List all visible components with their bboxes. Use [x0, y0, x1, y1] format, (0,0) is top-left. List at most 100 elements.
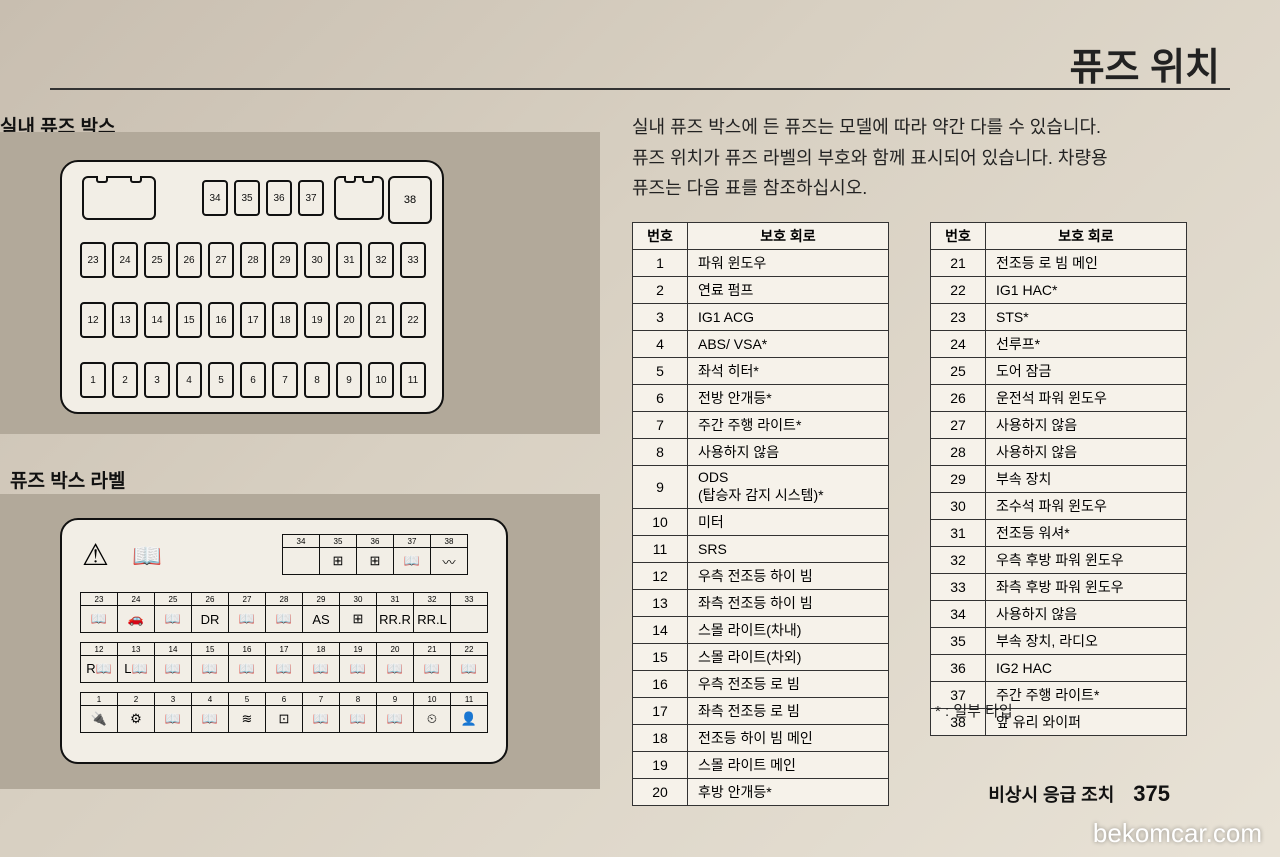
big-slot-left: [82, 176, 156, 220]
fuse-number: 7: [633, 412, 688, 439]
fuse-slot-19: 19: [304, 302, 330, 338]
table-row: 31전조등 워셔*: [931, 520, 1187, 547]
fusebox-diagram: 38 3435363723242526272829303132331213141…: [60, 160, 444, 414]
label-icon: R📖: [81, 656, 118, 683]
warning-icon: ⚠: [82, 538, 109, 573]
label-num: 34: [283, 535, 320, 548]
fuse-number: 15: [633, 644, 688, 671]
fuse-slot-28: 28: [240, 242, 266, 278]
label-grid-top: 3435363738⊞⊞📖〰: [282, 534, 468, 575]
table-row: 33좌측 후방 파워 윈도우: [931, 574, 1187, 601]
fuse-slot-27: 27: [208, 242, 234, 278]
label-num: 9: [377, 693, 414, 706]
table-row: 24선루프*: [931, 331, 1187, 358]
fuse-slot-25: 25: [144, 242, 170, 278]
table-row: 8사용하지 않음: [633, 439, 889, 466]
table-row: 1파워 윈도우: [633, 250, 889, 277]
fuse-circuit: 도어 잠금: [986, 358, 1187, 385]
fuse-circuit: 좌측 전조등 하이 빔: [688, 590, 889, 617]
fuse-slot-10: 10: [368, 362, 394, 398]
fuse-circuit: 우측 후방 파워 윈도우: [986, 547, 1187, 574]
label-num: 8: [340, 693, 377, 706]
watermark: bekomcar.com: [1093, 818, 1262, 849]
fuse-slot-11: 11: [400, 362, 426, 398]
fuse-slot-6: 6: [240, 362, 266, 398]
fuse-slot-13: 13: [112, 302, 138, 338]
label-icon: 🚗: [118, 606, 155, 633]
fuse-circuit: IG1 HAC*: [986, 277, 1187, 304]
table-row: 26운전석 파워 윈도우: [931, 385, 1187, 412]
fuse-number: 10: [633, 509, 688, 536]
table-row: 4ABS/ VSA*: [633, 331, 889, 358]
fuse-circuit: 사용하지 않음: [986, 412, 1187, 439]
label-grid-3: 1213141516171819202122R📖L📖📖📖📖📖📖📖📖📖📖: [80, 642, 488, 683]
fuse-slot-31: 31: [336, 242, 362, 278]
label-num: 7: [303, 693, 340, 706]
page-title: 퓨즈 위치: [1070, 36, 1220, 91]
label-num: 29: [303, 593, 340, 606]
label-num: 35: [320, 535, 357, 548]
fuse-number: 8: [633, 439, 688, 466]
fuse-slot-17: 17: [240, 302, 266, 338]
fuse-slot-3: 3: [144, 362, 170, 398]
section-fusebox-label: 퓨즈 박스 라벨: [10, 466, 125, 493]
fuse-slot-26: 26: [176, 242, 202, 278]
label-num: 28: [266, 593, 303, 606]
fuse-number: 3: [633, 304, 688, 331]
table-row: 29부속 장치: [931, 466, 1187, 493]
table-row: 6전방 안개등*: [633, 385, 889, 412]
label-num: 18: [303, 643, 340, 656]
table-row: 9ODS (탑승자 감지 시스템)*: [633, 466, 889, 509]
label-num: 3: [155, 693, 192, 706]
label-num: 27: [229, 593, 266, 606]
table-row: 32우측 후방 파워 윈도우: [931, 547, 1187, 574]
table-row: 23STS*: [931, 304, 1187, 331]
fuse-number: 21: [931, 250, 986, 277]
fuse-slot-14: 14: [144, 302, 170, 338]
fuse-slot-23: 23: [80, 242, 106, 278]
table-row: 20후방 안개등*: [633, 779, 889, 806]
big-slot-38: 38: [388, 176, 432, 224]
table-row: 15스몰 라이트(차외): [633, 644, 889, 671]
fuse-number: 27: [931, 412, 986, 439]
fuse-circuit: 좌석 히터*: [688, 358, 889, 385]
fuse-circuit: 사용하지 않음: [688, 439, 889, 466]
fuse-circuit: 전조등 워셔*: [986, 520, 1187, 547]
table-row: 28사용하지 않음: [931, 439, 1187, 466]
th-num: 번호: [633, 223, 688, 250]
table-row: 36IG2 HAC: [931, 655, 1187, 682]
fuse-number: 1: [633, 250, 688, 277]
label-icon: 📖: [192, 656, 229, 683]
label-num: 36: [357, 535, 394, 548]
table-row: 10미터: [633, 509, 889, 536]
fuse-circuit: 선루프*: [986, 331, 1187, 358]
label-icon: 📖: [229, 606, 266, 633]
label-icon: RR.R: [377, 606, 414, 633]
label-num: 32: [414, 593, 451, 606]
label-num: 14: [155, 643, 192, 656]
fuse-circuit: 후방 안개등*: [688, 779, 889, 806]
label-icon: 📖: [229, 656, 266, 683]
fuse-number: 22: [931, 277, 986, 304]
table-row: 35부속 장치, 라디오: [931, 628, 1187, 655]
fuse-circuit: 좌측 전조등 로 빔: [688, 698, 889, 725]
fuse-number: 34: [931, 601, 986, 628]
table-row: 27사용하지 않음: [931, 412, 1187, 439]
label-icon: L📖: [118, 656, 155, 683]
fuse-number: 16: [633, 671, 688, 698]
page-footer: 비상시 응급 조치 375: [988, 781, 1170, 807]
label-icon: RR.L: [414, 606, 451, 633]
label-num: 1: [81, 693, 118, 706]
table-row: 7주간 주행 라이트*: [633, 412, 889, 439]
fuse-number: 20: [633, 779, 688, 806]
fuse-circuit: 전조등 로 빔 메인: [986, 250, 1187, 277]
fuse-slot-36: 36: [266, 180, 292, 216]
fuse-circuit: 앞 유리 와이퍼: [986, 709, 1187, 736]
label-num: 2: [118, 693, 155, 706]
label-num: 37: [394, 535, 431, 548]
th-circuit-r: 보호 회로: [986, 223, 1187, 250]
label-icon: ⊡: [266, 706, 303, 733]
label-icon: 📖: [155, 706, 192, 733]
fuse-number: 30: [931, 493, 986, 520]
fuse-slot-35: 35: [234, 180, 260, 216]
